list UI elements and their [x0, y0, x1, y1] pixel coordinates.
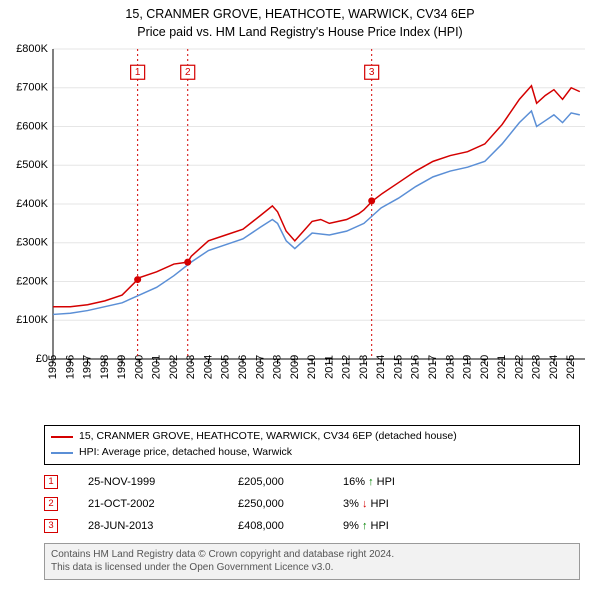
svg-text:£300K: £300K — [16, 237, 48, 249]
svg-text:2003: 2003 — [185, 355, 197, 379]
transaction-price: £408,000 — [238, 520, 343, 532]
legend-row: 15, CRANMER GROVE, HEATHCOTE, WARWICK, C… — [51, 429, 573, 445]
svg-text:2022: 2022 — [513, 355, 525, 379]
svg-text:2020: 2020 — [479, 355, 491, 379]
attribution: Contains HM Land Registry data © Crown c… — [44, 543, 580, 580]
svg-text:2025: 2025 — [565, 355, 577, 379]
transaction-price: £205,000 — [238, 476, 343, 488]
svg-text:£600K: £600K — [16, 120, 48, 132]
arrow-up-icon: ↑ — [368, 476, 374, 488]
transaction-diff: 9% ↑ HPI — [343, 520, 453, 532]
legend-label: 15, CRANMER GROVE, HEATHCOTE, WARWICK, C… — [79, 429, 457, 445]
svg-text:2017: 2017 — [427, 355, 439, 379]
svg-text:2014: 2014 — [375, 355, 387, 379]
svg-text:2004: 2004 — [202, 355, 214, 379]
arrow-up-icon: ↑ — [362, 520, 368, 532]
title-line-2: Price paid vs. HM Land Registry's House … — [0, 24, 600, 42]
svg-text:2005: 2005 — [220, 355, 232, 379]
svg-text:£500K: £500K — [16, 159, 48, 171]
transaction-date: 25-NOV-1999 — [88, 476, 238, 488]
attribution-line-2: This data is licensed under the Open Gov… — [51, 561, 573, 575]
transaction-point-2 — [184, 259, 191, 266]
chart-title: 15, CRANMER GROVE, HEATHCOTE, WARWICK, C… — [0, 0, 600, 41]
arrow-down-icon: ↓ — [362, 498, 368, 510]
transaction-date: 21-OCT-2002 — [88, 498, 238, 510]
transaction-diff: 3% ↓ HPI — [343, 498, 453, 510]
svg-text:2010: 2010 — [306, 355, 318, 379]
svg-text:2018: 2018 — [444, 355, 456, 379]
series-price — [53, 86, 580, 307]
svg-text:£200K: £200K — [16, 275, 48, 287]
svg-text:£400K: £400K — [16, 198, 48, 210]
series-hpi — [53, 111, 580, 314]
chart: £0£100K£200K£300K£400K£500K£600K£700K£80… — [0, 41, 600, 421]
svg-text:1996: 1996 — [64, 355, 76, 379]
svg-text:2: 2 — [185, 67, 191, 78]
transaction-row: 3 28-JUN-2013£408,0009% ↑ HPI — [44, 515, 580, 537]
svg-text:1997: 1997 — [82, 355, 94, 379]
svg-text:2016: 2016 — [410, 355, 422, 379]
legend-label: HPI: Average price, detached house, Warw… — [79, 445, 292, 461]
svg-text:2021: 2021 — [496, 355, 508, 379]
transaction-point-3 — [368, 197, 375, 204]
attribution-line-1: Contains HM Land Registry data © Crown c… — [51, 548, 573, 562]
legend: 15, CRANMER GROVE, HEATHCOTE, WARWICK, C… — [44, 425, 580, 465]
svg-text:1: 1 — [135, 67, 141, 78]
svg-text:2012: 2012 — [341, 355, 353, 379]
transaction-date: 28-JUN-2013 — [88, 520, 238, 532]
svg-text:2024: 2024 — [548, 355, 560, 379]
legend-swatch — [51, 452, 73, 454]
svg-text:3: 3 — [369, 67, 375, 78]
transaction-diff: 16% ↑ HPI — [343, 476, 453, 488]
svg-text:1999: 1999 — [116, 355, 128, 379]
svg-text:£100K: £100K — [16, 314, 48, 326]
svg-text:1998: 1998 — [99, 355, 111, 379]
transaction-point-1 — [134, 276, 141, 283]
transaction-number-box: 2 — [44, 497, 58, 511]
svg-text:2023: 2023 — [531, 355, 543, 379]
transactions-table: 1 25-NOV-1999£205,00016% ↑ HPI 2 21-OCT-200… — [44, 471, 580, 537]
svg-text:2008: 2008 — [272, 355, 284, 379]
svg-text:2013: 2013 — [358, 355, 370, 379]
legend-row: HPI: Average price, detached house, Warw… — [51, 445, 573, 461]
svg-text:2007: 2007 — [254, 355, 266, 379]
svg-text:£700K: £700K — [16, 82, 48, 94]
transaction-number-box: 1 — [44, 475, 58, 489]
transaction-row: 2 21-OCT-2002£250,0003% ↓ HPI — [44, 493, 580, 515]
transaction-price: £250,000 — [238, 498, 343, 510]
svg-text:2019: 2019 — [462, 355, 474, 379]
svg-text:2009: 2009 — [289, 355, 301, 379]
title-line-1: 15, CRANMER GROVE, HEATHCOTE, WARWICK, C… — [0, 6, 600, 24]
svg-text:2015: 2015 — [392, 355, 404, 379]
svg-text:£800K: £800K — [16, 43, 48, 55]
transaction-number-box: 3 — [44, 519, 58, 533]
svg-text:2002: 2002 — [168, 355, 180, 379]
svg-text:2006: 2006 — [237, 355, 249, 379]
transaction-row: 1 25-NOV-1999£205,00016% ↑ HPI — [44, 471, 580, 493]
legend-swatch — [51, 436, 73, 438]
svg-text:2001: 2001 — [151, 355, 163, 379]
svg-text:2000: 2000 — [133, 355, 145, 379]
